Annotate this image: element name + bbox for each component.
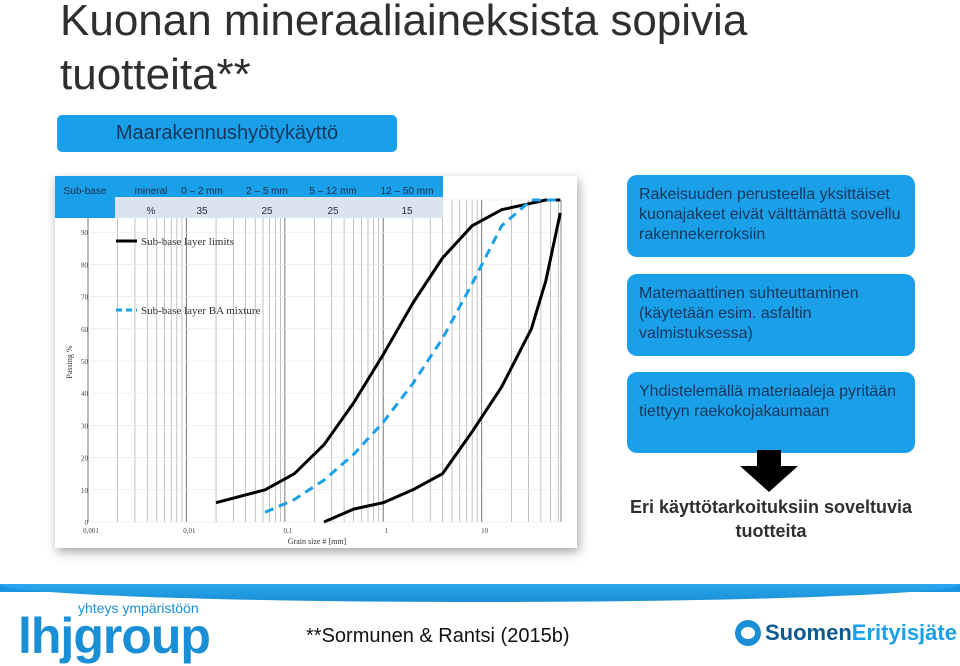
table-value-cell: 25	[327, 206, 339, 217]
info-box-grain-size: Rakeisuuden perusteella yksittäiset kuon…	[627, 175, 915, 257]
citation: **Sormunen & Rantsi (2015b)	[306, 625, 570, 647]
y-tick-label: 40	[81, 390, 89, 398]
info-box-mathematical-proportioning: Matemaattinen suhteuttaminen (käytetään …	[627, 274, 915, 356]
table-header-cell: Sub-base	[64, 186, 107, 197]
table-value-cell: 35	[196, 206, 208, 217]
chart-legend: Sub-base layer limits Sub-base layer BA m…	[116, 236, 261, 317]
series-ba-mixture-line	[264, 198, 561, 514]
table-value-cell: %	[147, 206, 156, 217]
table-value-cell: 25	[261, 206, 273, 217]
company-logo-wordmark: SuomenErityisjäte	[765, 620, 957, 646]
y-tick-label: 50	[81, 358, 89, 366]
chart-grid	[87, 199, 562, 523]
grading-chart-svg: Sub-base mineral 0 – 2 mm 2 – 5 mm 5 – 12 mm…	[55, 176, 562, 546]
y-tick-label: 80	[81, 261, 89, 269]
logo-part-2: Erityisjäte	[851, 620, 957, 645]
result-text: Eri käyttötarkoituksiin soveltuvia tuott…	[629, 497, 913, 541]
y-tick-label: 60	[81, 326, 89, 334]
down-arrow-icon	[740, 450, 798, 492]
x-tick-label: 0,001	[83, 527, 99, 535]
logo-part-1: Suomen	[765, 620, 852, 645]
info-box-combining-materials: Yhdistelemällä materiaaleja pyritään tie…	[627, 372, 915, 453]
table-header-cell: mineral	[135, 186, 168, 197]
table-header-cell: 12 – 50 mm	[381, 186, 434, 197]
y-tick-label: 20	[81, 455, 89, 463]
grading-chart: Sub-base mineral 0 – 2 mm 2 – 5 mm 5 – 12 mm…	[55, 176, 577, 548]
x-tick-label: 0,1	[283, 527, 292, 535]
series-limit-line	[323, 212, 562, 524]
lhj-logo-tagline: yhteys ympäristöön	[78, 600, 199, 616]
table-header-cell: 0 – 2 mm	[181, 186, 223, 197]
x-tick-label: 1	[384, 527, 388, 535]
x-axis-label: Grain size # [mm]	[288, 537, 347, 546]
table-header-cell: 2 – 5 mm	[246, 186, 288, 197]
x-tick-label: 10	[481, 527, 489, 535]
legend-label: Sub-base layer limits	[141, 236, 234, 248]
lhj-logo-wordmark: lhjgroup	[18, 608, 211, 664]
chart-axes: 0 10 20 30 40 50 60 70 80 90 0,001 0,01 0,1 1 10 Grain …	[65, 229, 489, 546]
y-tick-label: 90	[81, 229, 89, 237]
page-title: Kuonan mineraaliaineksista sopivia tuott…	[60, 0, 748, 99]
company-logo-icon	[735, 620, 761, 646]
table-label-cell	[55, 176, 115, 218]
series-limit-line	[215, 198, 561, 505]
table-value-cell: 15	[401, 206, 413, 217]
subtitle-pill: Maarakennushyötykäyttö	[57, 115, 397, 152]
y-tick-label: 0	[85, 519, 89, 527]
table-value-band	[115, 197, 443, 218]
mix-table: Sub-base mineral 0 – 2 mm 2 – 5 mm 5 – 12 mm…	[55, 176, 443, 218]
chart-series	[215, 198, 562, 524]
table-header-band	[115, 176, 443, 197]
y-axis-label: Passing %	[65, 345, 74, 378]
footer-wave	[0, 584, 960, 602]
y-tick-label: 10	[81, 487, 89, 495]
y-tick-label: 30	[81, 422, 89, 430]
y-tick-label: 70	[81, 294, 89, 302]
table-header-cell: 5 – 12 mm	[309, 186, 356, 197]
x-tick-label: 0,01	[183, 527, 196, 535]
legend-label: Sub-base layer BA mixture	[141, 305, 261, 317]
